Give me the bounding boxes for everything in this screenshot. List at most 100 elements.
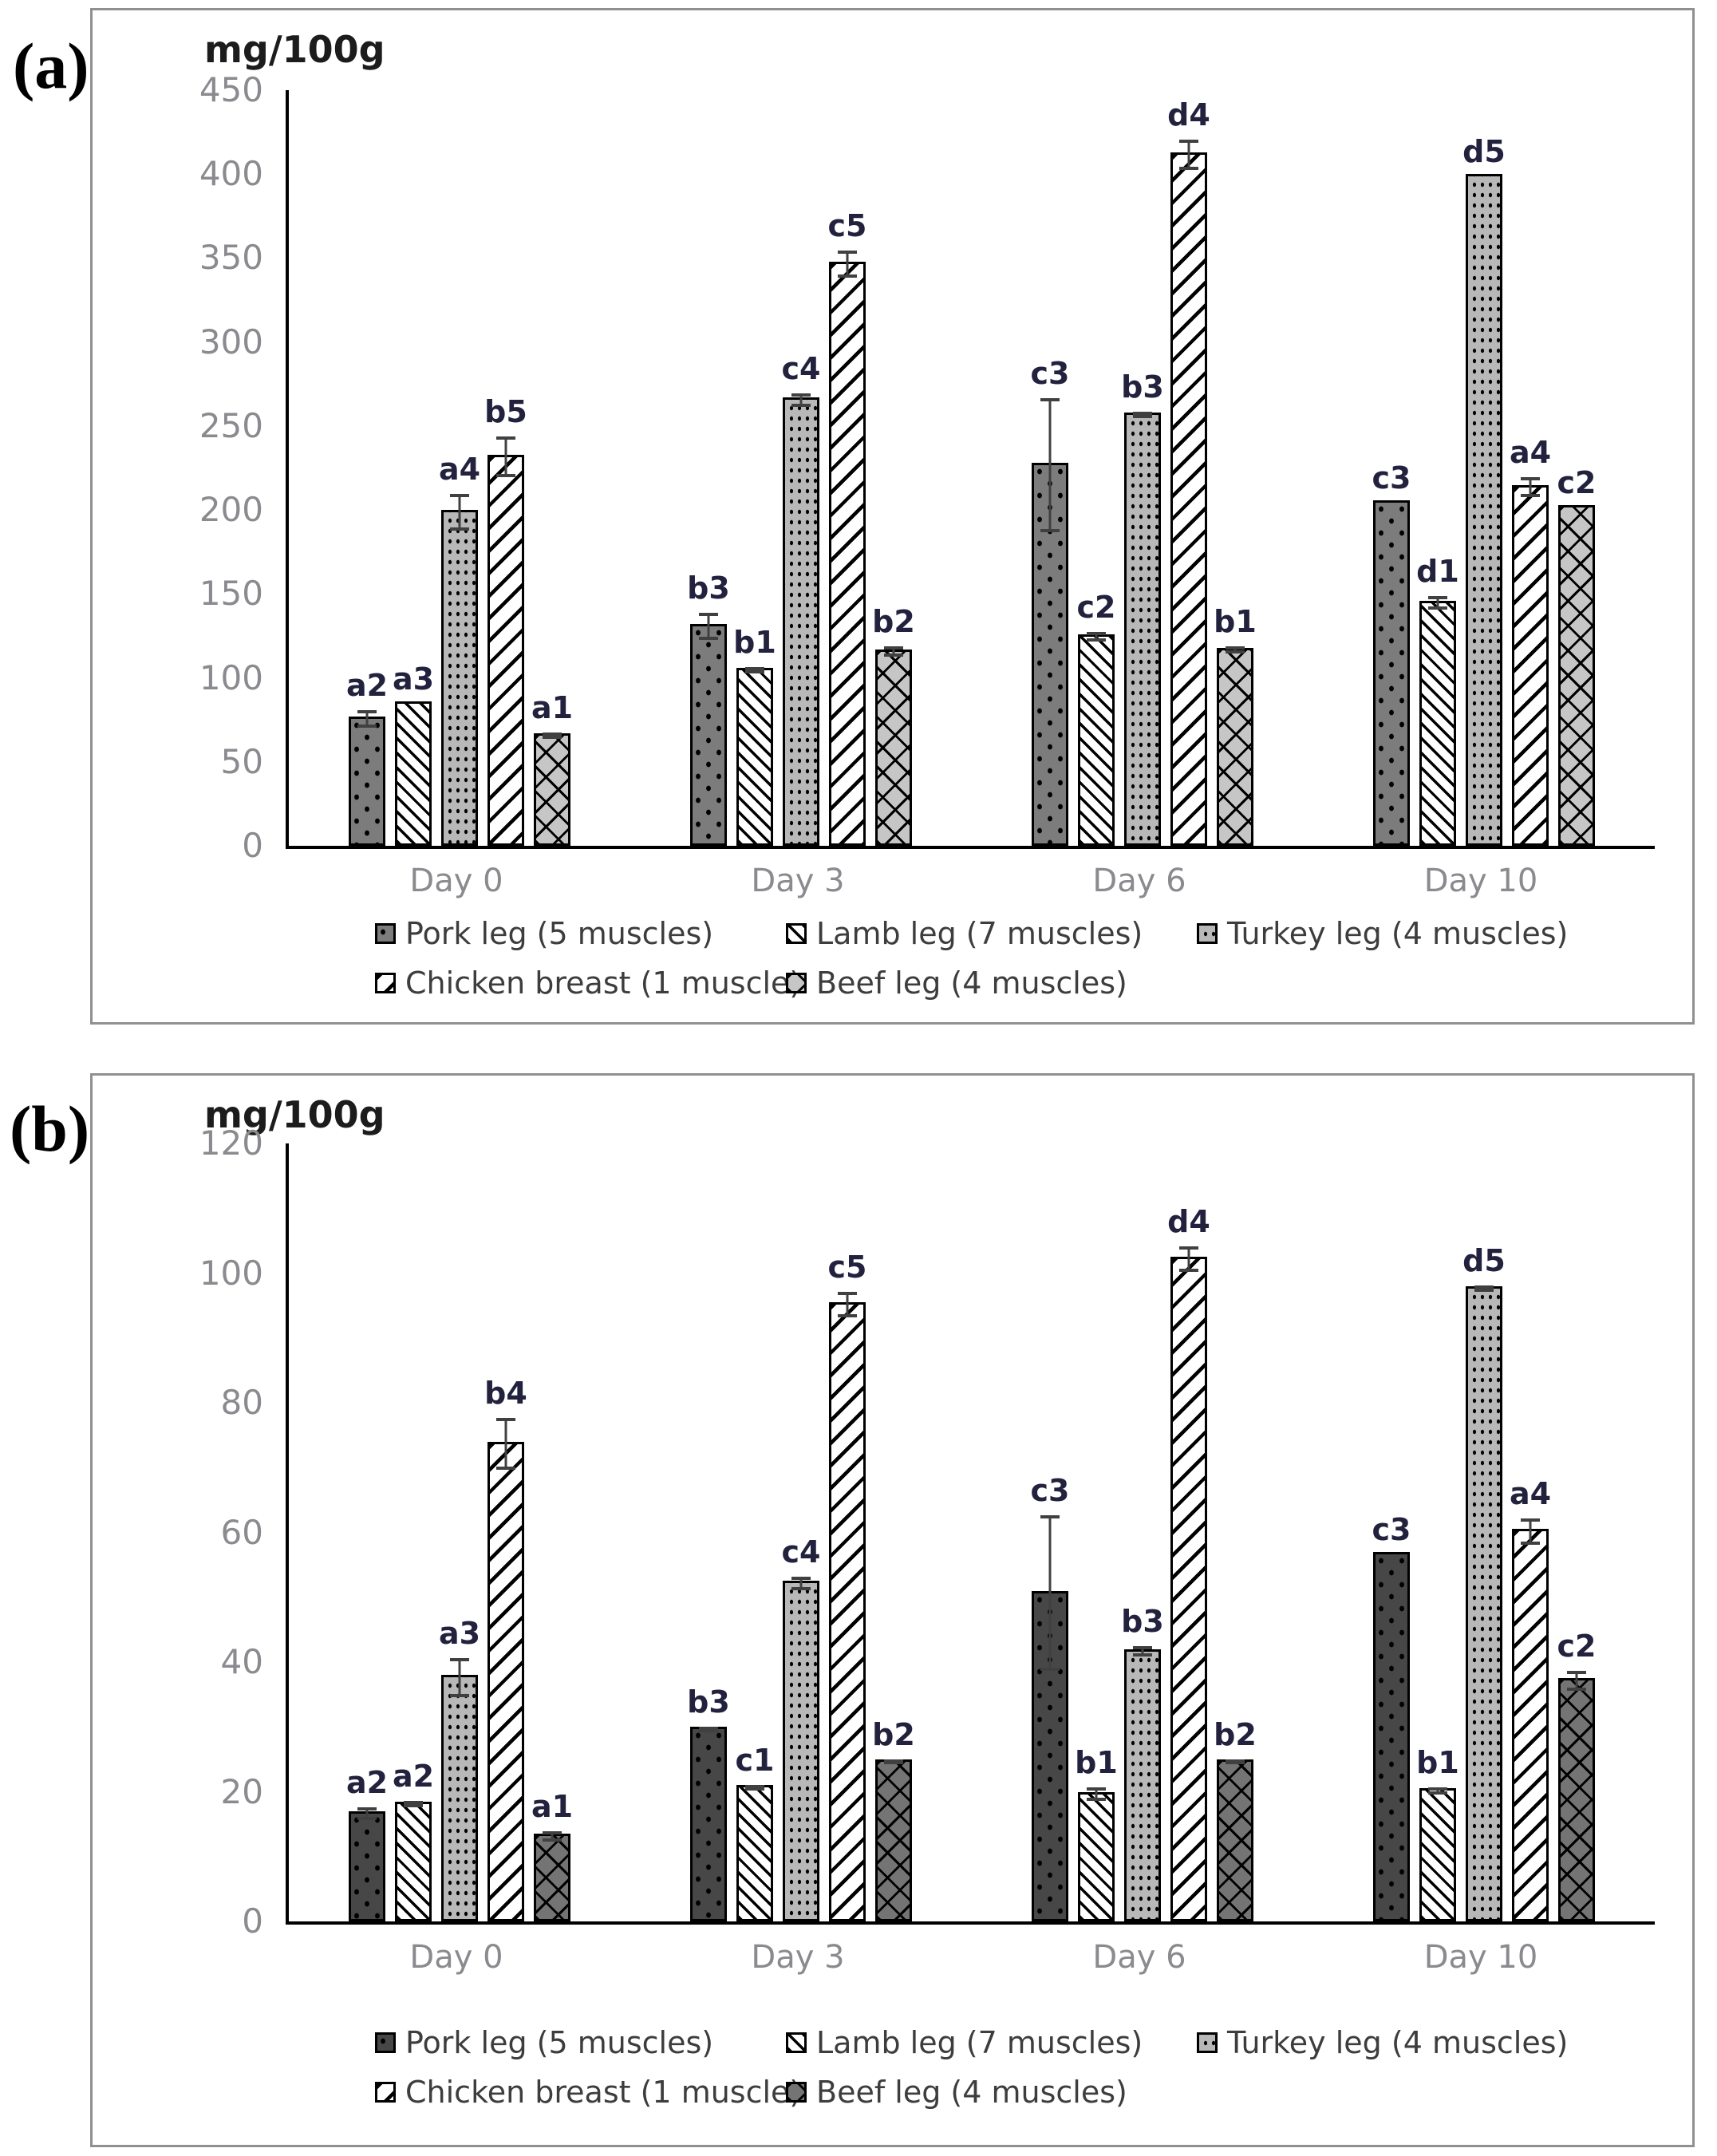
error-bar-cap-top bbox=[1428, 596, 1447, 600]
error-bar-cap-bottom bbox=[838, 1314, 857, 1318]
error-bar bbox=[799, 1577, 803, 1590]
y-tick-label: 60 bbox=[220, 1512, 263, 1552]
significance-label: a2 bbox=[345, 668, 389, 704]
y-tick-label: 300 bbox=[199, 322, 263, 361]
y-tick-label: 200 bbox=[199, 490, 263, 530]
error-bar-cap-top bbox=[543, 732, 562, 736]
error-bar-cap-top bbox=[699, 613, 718, 617]
error-bar-cap-bottom bbox=[404, 1803, 423, 1807]
legend-row: Chicken breast (1 muscle) Beef leg (4 mus… bbox=[375, 965, 1652, 1001]
legend-label: Chicken breast (1 muscle) bbox=[405, 965, 802, 1001]
pork-pattern-swatch-icon bbox=[375, 2032, 396, 2053]
x-category-label: Day 0 bbox=[409, 1939, 503, 1976]
legend-label: Lamb leg (7 muscles) bbox=[816, 2025, 1143, 2060]
error-bar-cap-bottom bbox=[791, 403, 811, 407]
x-category-label: Day 0 bbox=[409, 863, 503, 899]
error-bar-cap-bottom bbox=[357, 724, 377, 728]
bar: c3 bbox=[1031, 1475, 1069, 1921]
y-tick-label: 100 bbox=[199, 1253, 263, 1293]
error-bar-cap-top bbox=[404, 1800, 423, 1804]
significance-label: a3 bbox=[438, 1615, 481, 1651]
significance-label: b3 bbox=[1121, 1604, 1164, 1640]
error-bar-cap-bottom bbox=[1040, 1668, 1060, 1672]
significance-label: d1 bbox=[1416, 554, 1459, 590]
error-bar-cap-bottom bbox=[1133, 1653, 1152, 1657]
bar: d5 bbox=[1462, 136, 1506, 846]
error-bar-cap-top bbox=[745, 1785, 764, 1789]
legend-item-chicken: Chicken breast (1 muscle) bbox=[375, 965, 801, 1001]
error-bar bbox=[1095, 631, 1098, 642]
beef-pattern-swatch-icon bbox=[786, 973, 807, 993]
bar: d5 bbox=[1462, 1246, 1506, 1921]
y-tick-label: 40 bbox=[220, 1642, 263, 1681]
significance-label: a1 bbox=[531, 1788, 574, 1824]
error-bar-cap-top bbox=[1087, 1787, 1106, 1791]
significance-label: a4 bbox=[1509, 434, 1552, 470]
y-axis-ticks: 0 50 100 150 200 250 300 350 400 450 bbox=[93, 73, 274, 863]
bar: a4 bbox=[1510, 1479, 1551, 1921]
error-bar-cap-bottom bbox=[699, 637, 718, 641]
significance-label: b3 bbox=[1121, 369, 1164, 405]
significance-label: b3 bbox=[687, 1684, 730, 1720]
legend-item-beef: Beef leg (4 muscles) bbox=[786, 965, 1197, 1001]
pork-pattern-swatch-icon bbox=[375, 923, 396, 944]
significance-label: c1 bbox=[735, 1743, 775, 1779]
error-bar bbox=[1436, 596, 1439, 610]
error-bar bbox=[1436, 1787, 1439, 1795]
bar-group: a2 a3 a4 b5 a1 bbox=[289, 90, 630, 846]
bar: a2 bbox=[393, 1761, 434, 1921]
bar: b2 bbox=[1214, 1720, 1257, 1921]
bar-group: b3 c1 c4 c5 b2 bbox=[630, 1143, 972, 1921]
error-bar-cap-top bbox=[1133, 1646, 1152, 1650]
error-bar bbox=[846, 250, 849, 278]
bar: c2 bbox=[1077, 592, 1115, 846]
legend-row: Pork leg (5 muscles) Lamb leg (7 muscles)… bbox=[375, 2025, 1652, 2060]
y-tick-label: 0 bbox=[242, 826, 263, 865]
significance-label: b4 bbox=[484, 1376, 527, 1412]
error-bar-cap-bottom bbox=[745, 670, 764, 674]
error-bar-cap-top bbox=[496, 1418, 515, 1422]
bar: b1 bbox=[733, 627, 776, 846]
error-bar bbox=[551, 1830, 554, 1842]
bar-group: c3 d1 d5 a4 c2 bbox=[1313, 90, 1655, 846]
significance-label: b2 bbox=[872, 1716, 915, 1752]
error-bar bbox=[365, 710, 369, 728]
significance-label: b2 bbox=[872, 604, 915, 640]
significance-label: a3 bbox=[392, 661, 435, 697]
y-tick-label: 350 bbox=[199, 238, 263, 278]
error-bar-cap-top bbox=[1428, 1787, 1447, 1791]
error-bar bbox=[1141, 411, 1144, 419]
legend-item-chicken: Chicken breast (1 muscle) bbox=[375, 2075, 801, 2110]
error-bar-cap-top bbox=[1226, 1759, 1245, 1763]
legend-label: Lamb leg (7 muscles) bbox=[816, 916, 1143, 951]
error-bar bbox=[1529, 1518, 1532, 1545]
legend-label: Turkey leg (4 muscles) bbox=[1227, 916, 1569, 951]
error-bar-cap-top bbox=[1226, 646, 1245, 650]
y-tick-label: 120 bbox=[199, 1123, 263, 1163]
significance-label: c3 bbox=[1030, 356, 1070, 392]
significance-label: c2 bbox=[1557, 1629, 1597, 1664]
significance-label: c3 bbox=[1372, 460, 1411, 496]
x-category-label: Day 10 bbox=[1423, 863, 1538, 899]
error-bar-cap-bottom bbox=[1567, 1687, 1586, 1691]
bar: a3 bbox=[439, 1618, 480, 1921]
error-bar-cap-bottom bbox=[1179, 166, 1198, 170]
error-bar bbox=[1187, 1246, 1190, 1273]
x-category-label: Day 10 bbox=[1423, 1939, 1538, 1976]
error-bar bbox=[707, 613, 710, 641]
legend-item-beef: Beef leg (4 muscles) bbox=[786, 2075, 1197, 2110]
error-bar-cap-top bbox=[1133, 411, 1152, 415]
significance-label: b5 bbox=[484, 394, 527, 430]
y-axis-ticks: 0 20 40 60 80 100 120 bbox=[93, 1127, 274, 1938]
bar: a2 bbox=[346, 1767, 388, 1921]
error-bar-cap-bottom bbox=[1179, 1269, 1198, 1273]
bar: c4 bbox=[782, 353, 820, 846]
error-bar-cap-bottom bbox=[884, 1761, 903, 1765]
significance-label: c3 bbox=[1372, 1511, 1411, 1547]
lamb-pattern-swatch-icon bbox=[786, 923, 807, 944]
legend-label: Turkey leg (4 muscles) bbox=[1227, 2025, 1569, 2060]
plot-area: a2 a3 a4 b5 a1 b3 b1 c4 c5 b2 c3 c2 b3 d4 b1 c3 d1 d5 a4 c2 bbox=[286, 90, 1655, 849]
legend-label: Pork leg (5 muscles) bbox=[405, 916, 714, 951]
error-bar bbox=[365, 1807, 369, 1820]
error-bar bbox=[799, 393, 803, 407]
